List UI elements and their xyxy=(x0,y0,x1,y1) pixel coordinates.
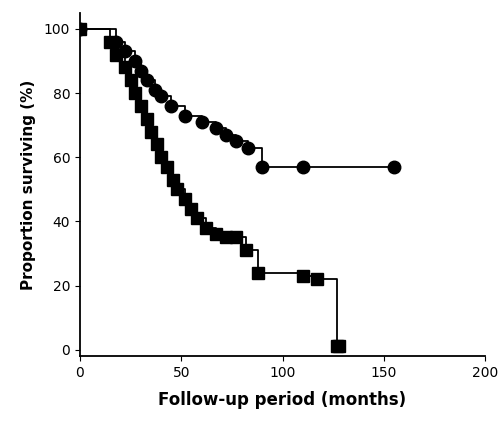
X-axis label: Follow-up period (months): Follow-up period (months) xyxy=(158,391,406,409)
Y-axis label: Proportion surviving (%): Proportion surviving (%) xyxy=(20,79,36,290)
